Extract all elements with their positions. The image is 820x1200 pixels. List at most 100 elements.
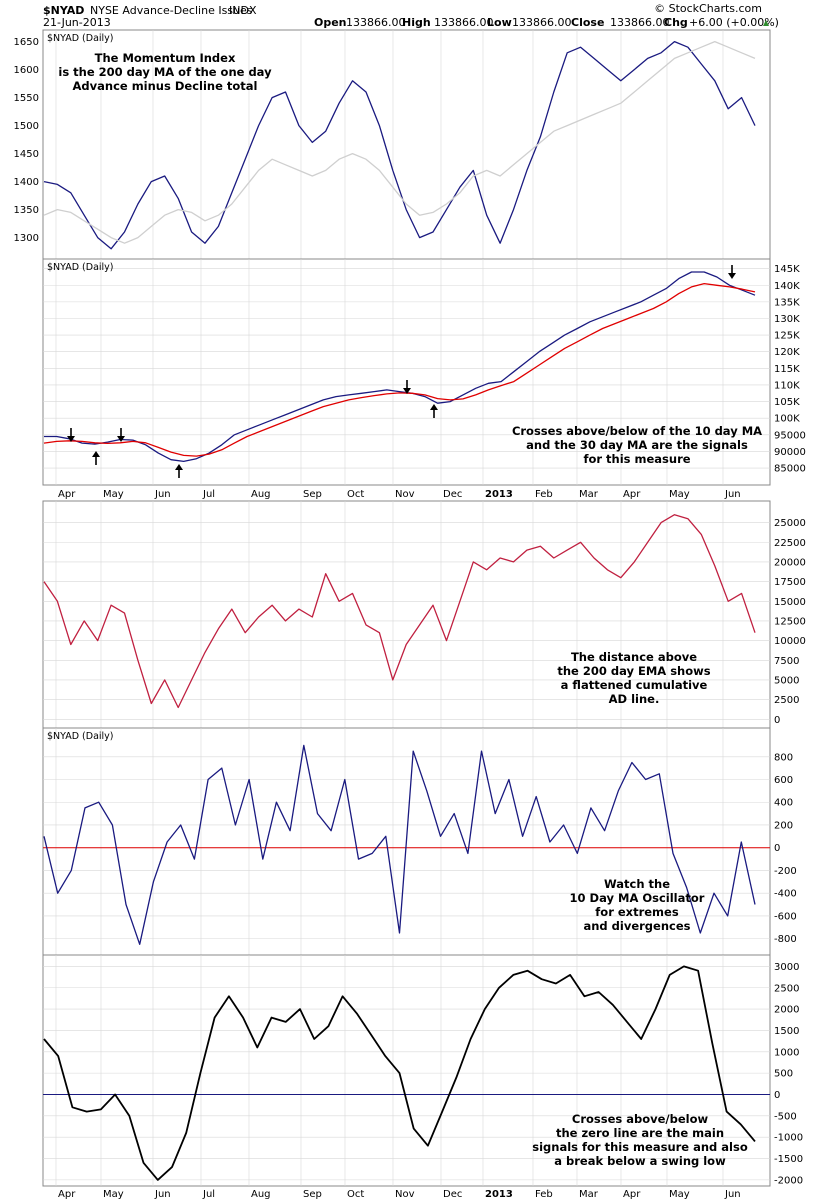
p4-annotation-line-1: 10 Day MA Oscillator (570, 891, 705, 905)
quote-value-1: 133866.00 (434, 16, 494, 29)
axis-mid-month-3: Jul (202, 489, 215, 500)
p4-ytick-r-5: 200 (774, 820, 793, 831)
quote-value-4: +6.00 (+0.00%) (689, 16, 779, 29)
axis-bottom-month-14: Jun (724, 1189, 741, 1200)
p4-ytick-r-3: -200 (774, 866, 797, 877)
p4-ytick-r-0: -800 (774, 934, 797, 945)
signal-down-arrow-3 (728, 273, 736, 279)
p3-ytick-r-4: 10000 (774, 636, 806, 647)
brand-label: © StockCharts.com (654, 2, 762, 15)
p4-annotation-line-0: Watch the (604, 877, 670, 891)
p4-ytick-r-8: 800 (774, 752, 793, 763)
p4-annotation-line-3: and divergences (583, 919, 690, 933)
axis-bottom-month-1: May (103, 1189, 124, 1200)
quote-label-1: High (402, 16, 431, 29)
p5-ytick-r-2: -1000 (774, 1133, 803, 1144)
axis-mid-month-14: Jun (724, 489, 741, 500)
p3-ytick-r-10: 25000 (774, 518, 806, 529)
p2-annotation-line-1: and the 30 day MA are the signals (526, 438, 748, 452)
p3-ytick-r-6: 15000 (774, 597, 806, 608)
symbol-title: $NYAD (43, 4, 84, 17)
p1-ytick-l-6: 1600 (14, 65, 39, 76)
p3-ytick-r-8: 20000 (774, 557, 806, 568)
p4-panel-label: $NYAD (Daily) (47, 731, 114, 742)
axis-mid-month-8: Dec (443, 489, 462, 500)
p5-frame (42, 954, 771, 1187)
p2-ytick-r-1: 90000 (774, 447, 806, 458)
axis-mid-month-11: Mar (579, 489, 599, 500)
quote-value-3: 133866.00 (610, 16, 670, 29)
signal-up-arrow-2 (430, 404, 438, 410)
axis-bottom-month-6: Oct (347, 1189, 364, 1200)
axis-bottom-month-8: Dec (443, 1189, 462, 1200)
axis-mid-month-2: Jun (154, 489, 171, 500)
p1-panel-label: $NYAD (Daily) (47, 33, 114, 44)
p5-ytick-r-3: -500 (774, 1111, 797, 1122)
axis-mid-month-13: May (669, 489, 690, 500)
p2-frame (42, 258, 771, 486)
exchange-label: INDX (229, 4, 257, 17)
p1-annotation-line-2: Advance minus Decline total (73, 79, 258, 93)
p5-annotation-line-1: the zero line are the main (556, 1126, 724, 1140)
axis-bottom-month-13: May (669, 1189, 690, 1200)
signal-down-arrow-2 (403, 388, 411, 394)
p2-series-1 (43, 282, 756, 457)
p1-series-0 (43, 40, 756, 250)
p1-ytick-l-7: 1650 (14, 37, 39, 48)
axis-mid-month-6: Oct (347, 489, 364, 500)
p3-annotation-line-2: a flattened cumulative (561, 678, 708, 692)
p2-ytick-r-4: 105K (774, 397, 800, 408)
p5-annotation-line-2: signals for this measure and also (532, 1140, 748, 1154)
quote-label-4: Chg (664, 16, 688, 29)
axis-bottom-month-9: 2013 (485, 1189, 513, 1200)
p4-annotation-line-2: for extremes (595, 905, 679, 919)
axis-bottom-month-7: Nov (395, 1189, 415, 1200)
symbol-name: NYSE Advance-Decline Issues (90, 4, 253, 17)
p5-series-0 (43, 965, 756, 1181)
p5-ytick-r-10: 3000 (774, 962, 799, 973)
quote-value-0: 133866.00 (346, 16, 406, 29)
p5-ytick-r-9: 2500 (774, 983, 799, 994)
p5-ytick-r-4: 0 (774, 1090, 780, 1101)
p2-ytick-r-6: 115K (774, 364, 800, 375)
p5-ytick-r-8: 2000 (774, 1005, 799, 1016)
quote-label-0: Open (314, 16, 347, 29)
axis-bottom-month-0: Apr (58, 1189, 76, 1200)
p5-annotation-line-3: a break below a swing low (554, 1154, 726, 1168)
p1-annotation-line-1: is the 200 day MA of the one day (58, 65, 272, 79)
p2-ytick-r-8: 125K (774, 331, 800, 342)
p5-ytick-r-7: 1500 (774, 1026, 799, 1037)
p5-ytick-r-0: -2000 (774, 1175, 803, 1186)
p3-ytick-r-1: 2500 (774, 695, 799, 706)
p3-ytick-r-3: 7500 (774, 656, 799, 667)
change-up-arrow (763, 20, 769, 26)
p1-ytick-l-2: 1400 (14, 177, 39, 188)
axis-mid-month-10: Feb (535, 489, 553, 500)
p2-ytick-r-7: 120K (774, 347, 800, 358)
p2-ytick-r-9: 130K (774, 314, 800, 325)
p1-ytick-l-5: 1550 (14, 93, 39, 104)
p1-series-1 (43, 40, 756, 244)
p2-ytick-r-2: 95000 (774, 430, 806, 441)
p2-ytick-r-0: 85000 (774, 464, 806, 475)
axis-mid-month-0: Apr (58, 489, 76, 500)
p2-ytick-r-12: 145K (774, 264, 800, 275)
p3-annotation-line-1: the 200 day EMA shows (557, 664, 710, 678)
axis-bottom-month-11: Mar (579, 1189, 599, 1200)
p5-annotation-line-0: Crosses above/below (572, 1112, 709, 1126)
p4-ytick-r-7: 600 (774, 775, 793, 786)
p2-panel-label: $NYAD (Daily) (47, 262, 114, 273)
axis-bottom-month-4: Aug (251, 1189, 271, 1200)
axis-mid-month-4: Aug (251, 489, 271, 500)
signal-up-arrow-1 (175, 464, 183, 470)
p5-ytick-r-1: -1500 (774, 1154, 803, 1165)
p1-ytick-l-0: 1300 (14, 233, 39, 244)
axis-bottom-month-2: Jun (154, 1189, 171, 1200)
axis-mid-month-9: 2013 (485, 489, 513, 500)
p2-ytick-r-3: 100K (774, 414, 800, 425)
p3-ytick-r-0: 0 (774, 715, 780, 726)
p4-ytick-r-2: -400 (774, 889, 797, 900)
quote-label-3: Close (571, 16, 604, 29)
p4-ytick-r-1: -600 (774, 911, 797, 922)
